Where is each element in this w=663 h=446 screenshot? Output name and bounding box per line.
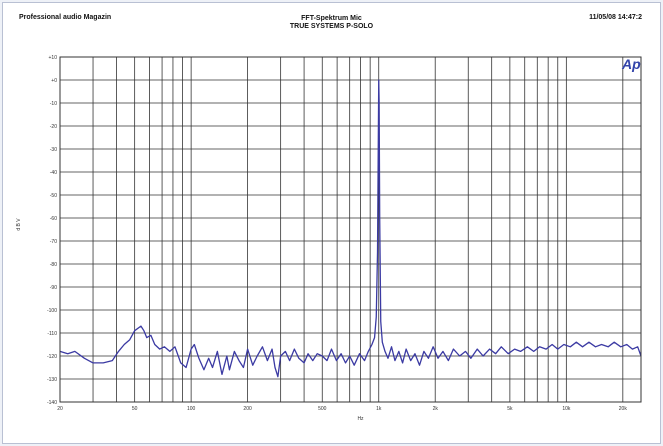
- x-axis-label: Hz: [357, 416, 364, 422]
- series-lines: [59, 79, 642, 378]
- y-tick-label: -110: [47, 331, 57, 337]
- y-tick-label: +10: [49, 55, 58, 61]
- x-tick-label: 500: [318, 406, 327, 412]
- chart-title-line1: FFT-Spektrum Mic: [301, 15, 362, 22]
- x-tick-label: 20: [57, 406, 63, 412]
- y-tick-label: -20: [50, 124, 57, 130]
- y-tick-label: -90: [50, 285, 57, 291]
- chart-title: FFT-Spektrum Mic TRUE SYSTEMS P-SOLO: [3, 15, 660, 31]
- x-tick-labels: 20 50 100 200 500 1k 2k 5k 10k 20k: [57, 406, 627, 412]
- y-tick-label: +0: [51, 78, 57, 84]
- y-tick-label: -60: [50, 216, 57, 222]
- header-timestamp: 11/05/08 14:47:2: [589, 14, 642, 21]
- y-tick-label: -120: [47, 354, 57, 360]
- plot-frame: [59, 56, 642, 403]
- x-tick-label: 1k: [376, 406, 382, 412]
- grid: [59, 56, 641, 403]
- x-tick-label: 200: [243, 406, 252, 412]
- series-line: [59, 79, 642, 378]
- y-tick-label: -140: [47, 400, 57, 406]
- x-tick-label: 20k: [619, 406, 628, 412]
- y-tick-label: -70: [50, 239, 57, 245]
- x-tick-label: 10k: [562, 406, 571, 412]
- y-tick-label: -80: [50, 262, 57, 268]
- y-axis-label: d B V: [16, 218, 22, 231]
- ap-logo: Ap: [621, 56, 641, 72]
- x-tick-label: 2k: [433, 406, 439, 412]
- y-tick-label: -130: [47, 377, 57, 383]
- y-tick-label: -10: [50, 101, 57, 107]
- y-tick-label: -40: [50, 170, 57, 176]
- y-tick-labels: +10 +0 -10 -20 -30 -40 -50 -60 -70 -80 -90 -100 -110…: [47, 55, 57, 406]
- x-tick-label: 50: [132, 406, 138, 412]
- y-tick-label: -50: [50, 193, 57, 199]
- chart-title-line2: TRUE SYSTEMS P-SOLO: [289, 23, 374, 30]
- y-tick-label: -100: [47, 308, 57, 314]
- header-left: Professional audio Magazin: [19, 14, 112, 21]
- x-tick-label: 100: [187, 406, 196, 412]
- y-tick-label: -30: [50, 147, 57, 153]
- x-tick-label: 5k: [507, 406, 513, 412]
